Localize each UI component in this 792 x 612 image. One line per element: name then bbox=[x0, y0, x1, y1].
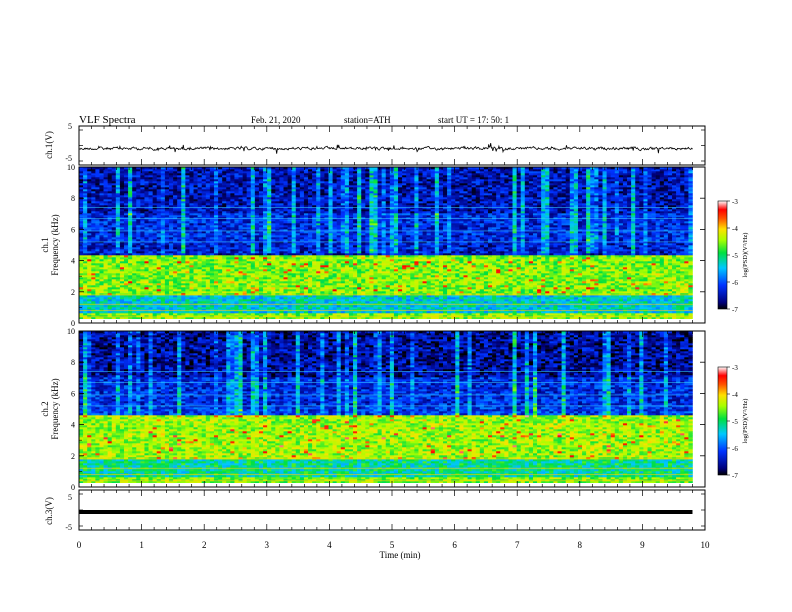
ch1-waveform-trace bbox=[78, 143, 693, 154]
time-tick-label: 0 bbox=[77, 540, 82, 550]
time-tick-label: 4 bbox=[327, 540, 332, 550]
ch1-waveform-ticks bbox=[78, 126, 706, 165]
ch3-waveform-trace bbox=[79, 510, 693, 514]
ch1-ytick-top: 5 bbox=[68, 122, 72, 131]
ch3-ytick-bottom: -5 bbox=[65, 523, 72, 532]
colorbar-tick-label: -3 bbox=[732, 364, 738, 372]
figure-title: VLF Spectra bbox=[79, 114, 136, 126]
time-tick-label: 9 bbox=[640, 540, 645, 550]
time-axis-label: Time (min) bbox=[380, 550, 421, 560]
colorbar-tick-label: -3 bbox=[732, 198, 738, 206]
ch2-spectrogram-image bbox=[79, 331, 705, 488]
ch1-waveform-panel: 5 -5 ch.1(V) bbox=[44, 122, 706, 166]
ch1-spectrogram-image bbox=[79, 167, 705, 324]
ch1-spec-ylabel-frequency: Frequency (kHz) bbox=[50, 214, 60, 275]
colorbar-tick-label: -5 bbox=[732, 252, 738, 260]
colorbar-tick-label: -7 bbox=[732, 472, 738, 480]
colorbar-gradient bbox=[717, 200, 728, 310]
colorbar-gradient bbox=[717, 366, 728, 476]
colorbar-label: log(PSD)(V²/Hz) bbox=[742, 233, 749, 278]
ch3-waveform-ticks bbox=[78, 490, 706, 530]
colorbar-tick-label: -4 bbox=[732, 225, 738, 233]
time-tick-label: 10 bbox=[701, 540, 711, 550]
colorbar-tick-label: -6 bbox=[732, 445, 738, 453]
ch2-colorbar: -3 -4 -5 -6 -7 log(PSD)(V²/Hz) bbox=[717, 364, 749, 480]
ch3-ytick-top: 5 bbox=[68, 493, 72, 502]
ch1-ytick-bottom: -5 bbox=[65, 154, 72, 163]
ch3-ylabel: ch.3(V) bbox=[44, 497, 54, 525]
time-tick-label: 3 bbox=[265, 540, 270, 550]
ch1-ylabel: ch.1(V) bbox=[44, 131, 54, 159]
colorbar-tick-label: -4 bbox=[732, 391, 738, 399]
ch2-spec-ylabel-channel: ch.2 bbox=[40, 401, 50, 416]
time-tick-label: 2 bbox=[202, 540, 207, 550]
colorbar-tick-label: -6 bbox=[732, 279, 738, 287]
ch2-spec-ylabel-frequency: Frequency (kHz) bbox=[50, 378, 60, 439]
colorbar-tick-label: -7 bbox=[732, 306, 738, 314]
start-time-label: start UT = 17: 50: 1 bbox=[438, 115, 509, 125]
time-tick-label: 5 bbox=[390, 540, 395, 550]
colorbar-tick-label: -5 bbox=[732, 418, 738, 426]
time-axis: 0 1 2 3 4 5 6 7 8 9 10 bbox=[77, 540, 710, 550]
date-label: Feb. 21, 2020 bbox=[251, 115, 301, 125]
time-tick-label: 6 bbox=[452, 540, 457, 550]
ch3-waveform-panel: 5 -5 ch.3(V) bbox=[44, 489, 706, 532]
colorbar-label: log(PSD)(V²/Hz) bbox=[742, 399, 749, 444]
ch1-colorbar: -3 -4 -5 -6 -7 log(PSD)(V²/Hz) bbox=[717, 198, 749, 314]
ch1-spec-ylabel-channel: ch.1 bbox=[40, 237, 50, 252]
time-tick-label: 7 bbox=[515, 540, 520, 550]
station-label: station=ATH bbox=[344, 115, 391, 125]
time-tick-label: 8 bbox=[578, 540, 583, 550]
time-tick-label: 1 bbox=[139, 540, 144, 550]
